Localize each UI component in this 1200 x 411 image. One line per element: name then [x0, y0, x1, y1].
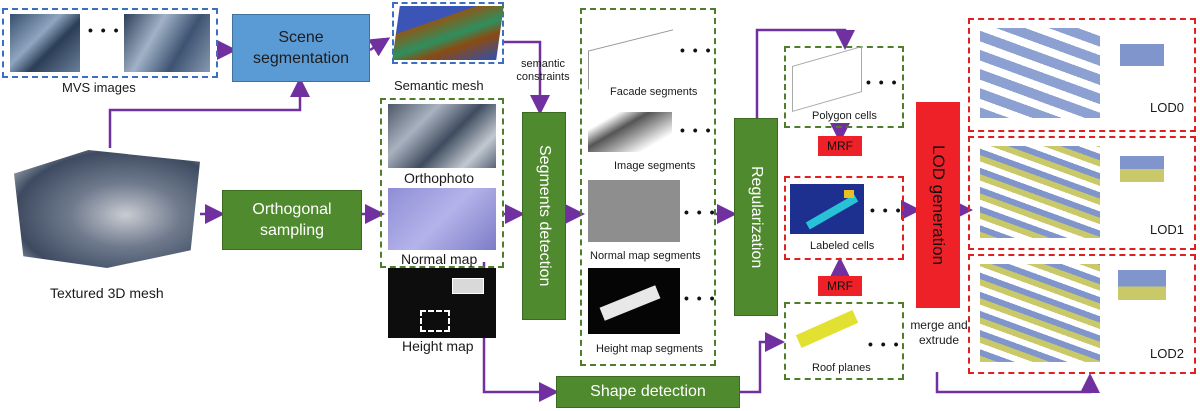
facade-segments-label: Facade segments [610, 86, 698, 98]
image-segments-image [588, 112, 672, 152]
lod2-frame [968, 254, 1196, 374]
labeled-cells-frame [784, 176, 904, 260]
mrf-top-label: MRF [827, 139, 853, 153]
mrf-bottom-label: MRF [827, 279, 853, 293]
labeled-ellipsis: • • • [870, 202, 903, 218]
lod2-model [980, 264, 1100, 362]
mvs-ellipsis: • • • [88, 22, 121, 38]
textured-mesh-label: Textured 3D mesh [50, 285, 164, 301]
semantic-mesh-image [392, 6, 504, 60]
lod-generation-label: LOD generation [929, 144, 948, 266]
facade-ellipsis: • • • [680, 42, 713, 58]
normal-map-segments-image [588, 180, 680, 242]
lod0-label: LOD0 [1150, 100, 1184, 115]
labeled-cells-image [790, 184, 864, 234]
lod1-model [980, 146, 1100, 238]
orthogonal-sampling-label: Orthogonal sampling [252, 201, 332, 239]
normal-map-label: Normal map [401, 251, 478, 267]
segments-frame [580, 8, 716, 366]
lod1-building [1120, 156, 1164, 182]
segments-detection-label: Segments detection [536, 145, 553, 287]
shape-detection-label: Shape detection [590, 383, 706, 400]
mvs-image-2 [124, 14, 210, 72]
height-map-segments-label: Height map segments [596, 343, 703, 355]
polygon-cells-label: Polygon cells [812, 110, 877, 122]
regularization-label: Regularization [748, 165, 765, 269]
height-ellipsis: • • • [684, 290, 717, 306]
height-map-region [420, 310, 450, 332]
lod1-label: LOD1 [1150, 222, 1184, 237]
semantic-mesh-frame [392, 2, 504, 64]
height-map-label: Height map [402, 338, 474, 354]
mrf-bottom-box: MRF [818, 276, 862, 296]
mvs-images-frame [2, 8, 218, 78]
orthogonal-sampling-box: Orthogonal sampling [222, 190, 362, 250]
roof-planes-label: Roof planes [812, 362, 871, 374]
lod1-frame [968, 136, 1196, 250]
normal-map-image [388, 188, 496, 250]
semantic-constraints-label: semantic constraints [516, 58, 570, 83]
scene-segmentation-box: Scene segmentation [232, 14, 370, 82]
orthophoto-label: Orthophoto [404, 170, 475, 186]
polygon-ellipsis: • • • [866, 74, 899, 90]
labeled-cells-label: Labeled cells [810, 240, 875, 252]
lod0-building [1120, 44, 1164, 66]
regularization-box: Regularization [734, 118, 778, 316]
lod-generation-box: LOD generation [916, 102, 960, 308]
polygon-cells-frame [784, 46, 904, 128]
mrf-top-box: MRF [818, 136, 862, 156]
merge-and-extrude-label: merge and extrude [910, 318, 968, 347]
lod2-label: LOD2 [1150, 346, 1184, 361]
shape-detection-box: Shape detection [556, 376, 740, 408]
semantic-mesh-label: Semantic mesh [394, 78, 484, 93]
normal-ellipsis: • • • [684, 204, 717, 220]
mvs-image-1 [10, 14, 80, 72]
mvs-images-label: MVS images [62, 80, 136, 95]
maps-frame [380, 98, 504, 268]
segments-detection-box: Segments detection [522, 112, 566, 320]
lod0-model [980, 28, 1100, 118]
orthophoto-image [388, 104, 496, 168]
lod2-building [1118, 270, 1166, 300]
normal-map-segments-label: Normal map segments [590, 250, 701, 262]
textured-mesh-image [14, 150, 200, 268]
roof-planes-frame [784, 302, 904, 380]
roof-ellipsis: • • • [868, 336, 901, 352]
lod0-frame [968, 18, 1196, 132]
height-map-building [452, 278, 484, 294]
scene-segmentation-label: Scene segmentation [252, 29, 350, 67]
image-ellipsis: • • • [680, 122, 713, 138]
image-segments-label: Image segments [614, 160, 696, 172]
